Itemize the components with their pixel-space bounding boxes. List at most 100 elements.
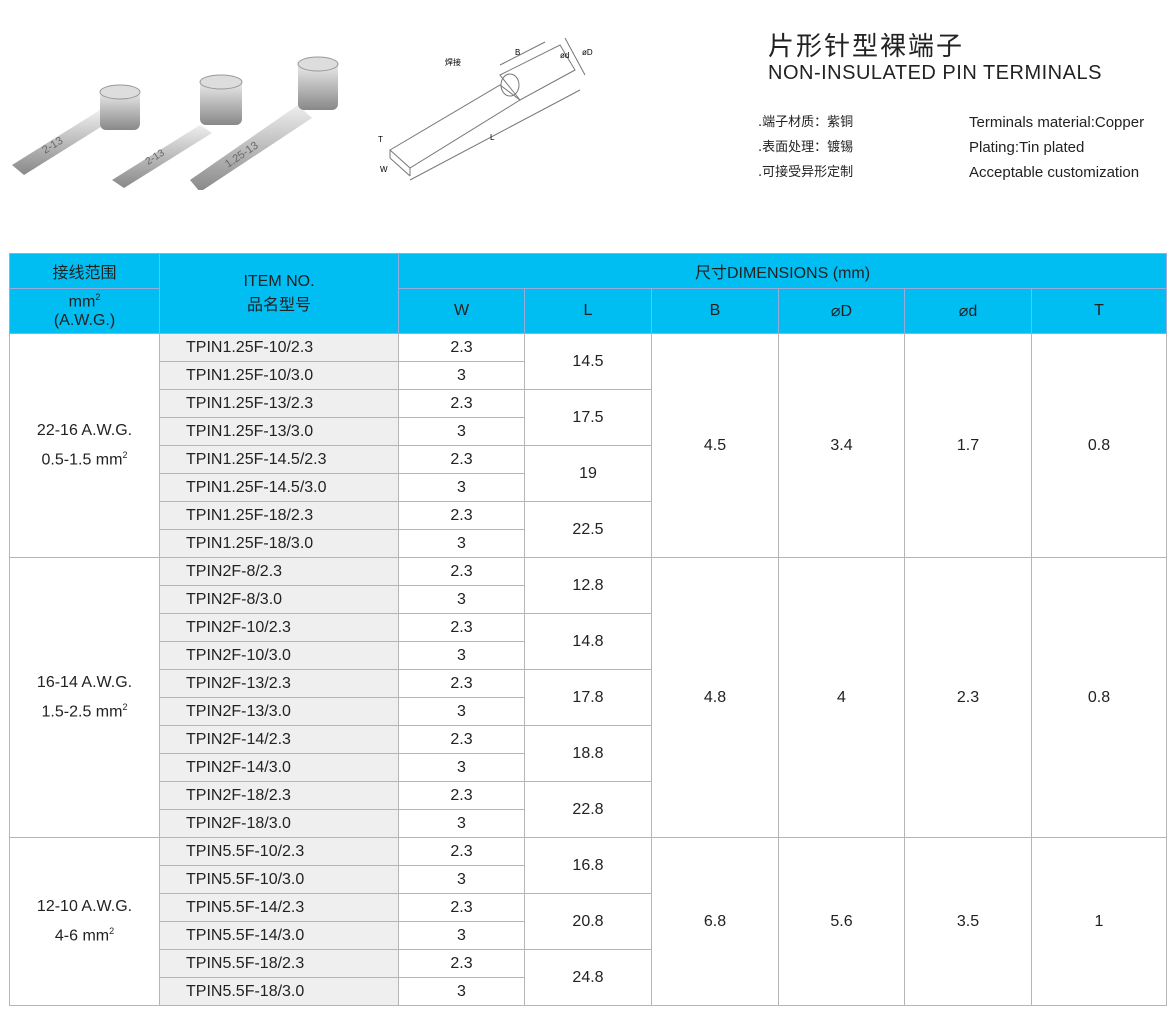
- w-cell: 3: [398, 529, 525, 558]
- item-cell: TPIN2F-18/2.3: [159, 781, 399, 810]
- item-header-cn: 品名型号: [246, 294, 311, 314]
- terminal-photo-1: 2-13: [12, 84, 141, 175]
- w-cell: 3: [398, 977, 525, 1006]
- item-cell: TPIN2F-13/3.0: [159, 697, 399, 726]
- t-cell: 0.8: [1031, 333, 1167, 558]
- item-cell: TPIN2F-13/2.3: [159, 669, 399, 698]
- table-row: TPIN1.25F-14.5/2.3 2.3 19: [10, 445, 1167, 502]
- l-cell: 20.8: [524, 893, 652, 950]
- mm-range-value: 4-6 mm: [54, 927, 110, 945]
- awg-range: 12-10 A.W.G.: [36, 897, 133, 915]
- spec-table: 接线范围 ITEM NO. 品名型号 尺寸DIMENSIONS (mm) mm2(…: [9, 253, 1167, 1006]
- d-cell: 2.3: [904, 557, 1032, 838]
- l-cell: 18.8: [524, 725, 652, 782]
- d-cell: 1.7: [904, 333, 1032, 558]
- item-cell: TPIN1.25F-10/3.0: [159, 361, 399, 390]
- label-D: øD: [582, 48, 593, 57]
- table-row: TPIN2F-10/3.0 3: [10, 641, 1167, 670]
- spec-cn: .可接受异形定制: [758, 165, 854, 180]
- item-cell: TPIN1.25F-14.5/2.3: [159, 445, 399, 474]
- w-cell: 2.3: [398, 333, 525, 362]
- label-t: T: [378, 135, 383, 144]
- item-cell: TPIN2F-10/2.3: [159, 613, 399, 642]
- w-cell: 2.3: [398, 725, 525, 754]
- terminal-photo-2: 2-13: [112, 74, 243, 188]
- w-cell: 3: [398, 473, 525, 502]
- table-row: TPIN1.25F-10/3.0 3: [10, 361, 1167, 390]
- mm-range: 0.5-1.5 mm2: [41, 449, 128, 469]
- dimension-drawing: 焊接 B ød øD L T W: [378, 37, 593, 181]
- range-unit-header: mm2 (A.W.G.): [9, 288, 160, 334]
- wire-range-cell: 16-14 A.W.G. 1.5-2.5 mm2: [9, 557, 160, 838]
- item-cell: TPIN5.5F-10/2.3: [159, 837, 399, 866]
- table-row: TPIN1.25F-18/2.3 2.3 22.5: [10, 501, 1167, 558]
- l-cell: 14.8: [524, 613, 652, 670]
- table-row: TPIN5.5F-14/3.0 3: [10, 921, 1167, 950]
- item-cell: TPIN5.5F-10/3.0: [159, 865, 399, 894]
- mm-range: 1.5-2.5 mm2: [41, 701, 128, 721]
- label-d: ød: [560, 51, 569, 60]
- spec-en: Acceptable customization: [969, 164, 1140, 181]
- d-cell: 3.5: [904, 837, 1032, 1006]
- w-cell: 3: [398, 641, 525, 670]
- awg: (A.W.G.): [53, 311, 116, 329]
- item-cell: TPIN2F-8/3.0: [159, 585, 399, 614]
- table-row: 16-14 A.W.G. 1.5-2.5 mm2 TPIN2F-8/2.3 2.3 12…: [9, 557, 1167, 838]
- column-header: T: [1031, 288, 1167, 334]
- table-row: 12-10 A.W.G. 4-6 mm2 TPIN5.5F-10/2.3 2.3 16.…: [9, 837, 1167, 1006]
- range-header: 接线范围: [9, 253, 160, 289]
- item-cell: TPIN2F-18/3.0: [159, 809, 399, 838]
- wire-range-cell: 22-16 A.W.G. 0.5-1.5 mm2: [9, 333, 160, 558]
- w-cell: 2.3: [398, 669, 525, 698]
- w-cell: 3: [398, 361, 525, 390]
- l-cell: 16.8: [524, 837, 652, 894]
- unit: mm: [68, 293, 96, 311]
- item-cell: TPIN5.5F-18/3.0: [159, 977, 399, 1006]
- table-row: TPIN5.5F-18/3.0 3: [10, 977, 1167, 1006]
- weld-label: 焊接: [445, 57, 461, 67]
- item-cell: TPIN2F-10/3.0: [159, 641, 399, 670]
- w-cell: 3: [398, 417, 525, 446]
- item-cell: TPIN2F-8/2.3: [159, 557, 399, 586]
- mm-range: 4-6 mm2: [54, 925, 115, 945]
- table-row: 22-16 A.W.G. 0.5-1.5 mm2 TPIN1.25F-10/2.3 2…: [9, 333, 1167, 558]
- l-cell: 17.8: [524, 669, 652, 726]
- column-header: L: [524, 288, 652, 334]
- item-cell: TPIN1.25F-13/3.0: [159, 417, 399, 446]
- b-cell: 6.8: [651, 837, 779, 1006]
- table-row: TPIN5.5F-14/2.3 2.3 20.8: [10, 893, 1167, 950]
- w-cell: 2.3: [398, 893, 525, 922]
- label-b: B: [515, 48, 520, 57]
- d-cell: 3.4: [778, 333, 905, 558]
- table-row: TPIN2F-14/2.3 2.3 18.8: [10, 725, 1167, 782]
- item-header: ITEM NO. 品名型号: [159, 253, 399, 334]
- w-cell: 2.3: [398, 501, 525, 530]
- t-cell: 0.8: [1031, 557, 1167, 838]
- item-cell: TPIN1.25F-10/2.3: [159, 333, 399, 362]
- table-row: TPIN2F-18/3.0 3: [10, 809, 1167, 838]
- table-row: TPIN2F-13/3.0 3: [10, 697, 1167, 726]
- w-cell: 3: [398, 585, 525, 614]
- item-cell: TPIN1.25F-13/2.3: [159, 389, 399, 418]
- item-cell: TPIN2F-14/3.0: [159, 753, 399, 782]
- b-cell: 4.8: [651, 557, 779, 838]
- label-w: W: [380, 165, 388, 174]
- d-cell: 4: [778, 557, 905, 838]
- l-cell: 22.8: [524, 781, 652, 838]
- spec-en: Plating:Tin plated: [969, 139, 1085, 156]
- table-row: TPIN2F-13/2.3 2.3 17.8: [10, 669, 1167, 726]
- column-header: W: [398, 288, 525, 334]
- column-header: ⌀d: [904, 288, 1032, 334]
- item-cell: TPIN1.25F-18/3.0: [159, 529, 399, 558]
- label-l: L: [490, 133, 495, 142]
- table-row: TPIN1.25F-13/3.0 3: [10, 417, 1167, 446]
- l-cell: 17.5: [524, 389, 652, 446]
- w-cell: 2.3: [398, 781, 525, 810]
- table-row: TPIN5.5F-10/3.0 3: [10, 865, 1167, 894]
- l-cell: 22.5: [524, 501, 652, 558]
- wire-range-cell: 12-10 A.W.G. 4-6 mm2: [9, 837, 160, 1006]
- dimensions-header: 尺寸DIMENSIONS (mm): [398, 253, 1167, 289]
- t-cell: 1: [1031, 837, 1167, 1006]
- item-cell: TPIN1.25F-14.5/3.0: [159, 473, 399, 502]
- mm-range-value: 0.5-1.5 mm: [41, 451, 123, 469]
